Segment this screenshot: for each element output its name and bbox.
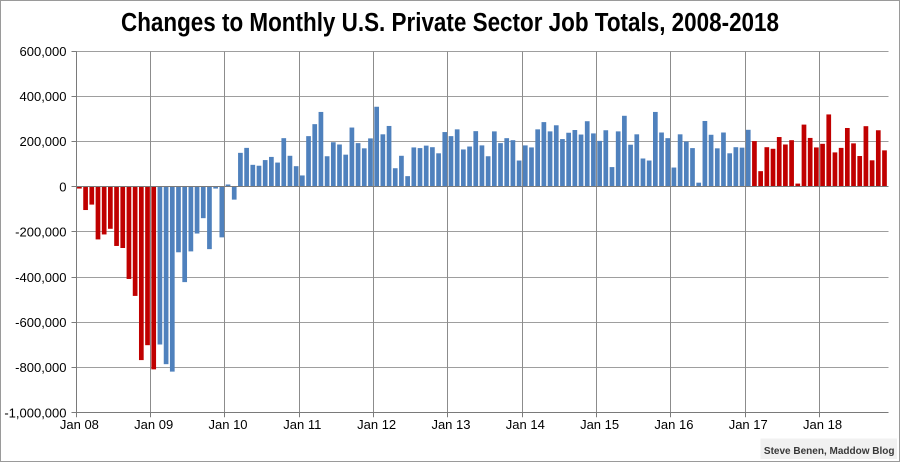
svg-text:600,000: 600,000: [20, 44, 67, 59]
svg-text:Jan 09: Jan 09: [134, 417, 173, 432]
svg-text:0: 0: [59, 179, 66, 194]
svg-text:Changes to Monthly U.S. Privat: Changes to Monthly U.S. Private Sector J…: [121, 9, 779, 37]
svg-text:-200,000: -200,000: [15, 225, 66, 240]
svg-text:-600,000: -600,000: [15, 315, 66, 330]
svg-text:Jan 11: Jan 11: [283, 417, 321, 432]
svg-text:Jan 08: Jan 08: [60, 417, 99, 432]
svg-text:200,000: 200,000: [20, 134, 67, 149]
svg-text:Jan 13: Jan 13: [431, 417, 470, 432]
svg-text:Jan 15: Jan 15: [580, 417, 619, 432]
svg-text:Jan 12: Jan 12: [357, 417, 396, 432]
svg-text:-800,000: -800,000: [15, 360, 66, 375]
svg-text:-400,000: -400,000: [15, 270, 66, 285]
svg-text:Jan 14: Jan 14: [506, 417, 545, 432]
svg-text:Steve Benen, Maddow Blog: Steve Benen, Maddow Blog: [764, 446, 895, 457]
svg-text:Jan 18: Jan 18: [803, 417, 842, 432]
svg-text:400,000: 400,000: [20, 89, 67, 104]
svg-text:-1,000,000: -1,000,000: [4, 405, 66, 420]
svg-text:Jan 17: Jan 17: [729, 417, 768, 432]
svg-text:Jan 16: Jan 16: [654, 417, 693, 432]
svg-text:Jan 10: Jan 10: [209, 417, 248, 432]
